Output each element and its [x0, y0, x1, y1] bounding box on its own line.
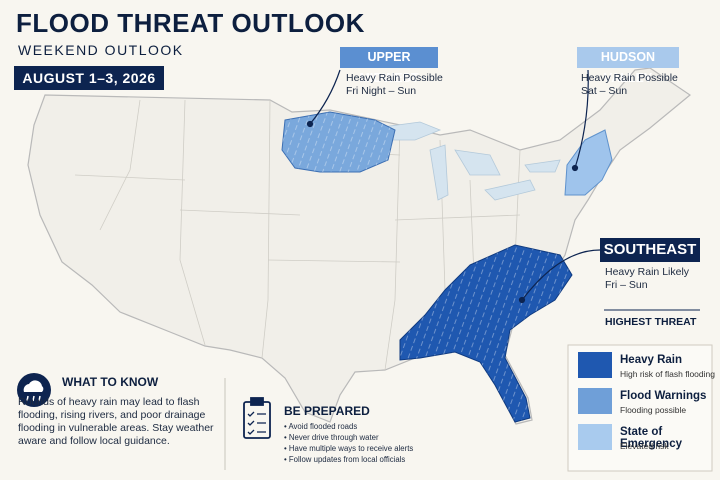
- subtitle: WEEKEND OUTLOOK: [18, 42, 184, 58]
- item-text: Never drive through water: [288, 433, 379, 442]
- item-text: Avoid flooded roads: [288, 422, 358, 431]
- list-item: • Have multiple ways to receive alerts: [284, 444, 414, 453]
- clipboard-icon: [243, 397, 271, 439]
- section-title: WHAT TO KNOW: [62, 375, 159, 389]
- region-line: Heavy Rain Possible: [346, 72, 443, 84]
- section-body: Rounds of heavy rain may lead to flash f…: [18, 396, 214, 447]
- hudson-valley-area: [564, 129, 613, 196]
- cloud-icon: [23, 380, 44, 392]
- region-line: Heavy Rain Possible: [581, 72, 678, 84]
- legend-desc: Elevated risk: [620, 441, 669, 451]
- section-title: BE PREPARED: [284, 404, 370, 418]
- legend-label: State of Emergency: [620, 426, 683, 450]
- region-tag: SOUTHEAST: [600, 238, 700, 262]
- item-text: Follow updates from local officials: [288, 455, 406, 464]
- title: FLOOD THREAT OUTLOOK: [16, 8, 365, 38]
- region-line: Sat – Sun: [581, 85, 628, 97]
- rain-texture: [400, 245, 572, 422]
- list-item: • Never drive through water: [284, 433, 379, 442]
- legend-swatch: [578, 424, 612, 450]
- item-text: Have multiple ways to receive alerts: [288, 444, 414, 453]
- legend-label: Heavy Rain: [620, 354, 683, 366]
- drops-icon: [26, 395, 41, 402]
- legend-desc: High risk of flash flooding: [620, 369, 715, 379]
- region-line: Fri – Sun: [605, 279, 648, 291]
- list-item: • Follow updates from local officials: [284, 455, 406, 464]
- region-note: HIGHEST THREAT: [605, 316, 697, 328]
- legend-desc: Flooding possible: [620, 405, 687, 415]
- leader-lines: [306, 69, 601, 304]
- list-item: • Avoid flooded roads: [284, 422, 358, 431]
- region-tag: UPPER MIDWEST: [340, 47, 438, 85]
- legend-label: Flood Warnings: [620, 390, 707, 402]
- state-lines: [74, 99, 561, 371]
- legend-swatch: [578, 352, 612, 378]
- dates: AUGUST 1–3, 2026: [14, 66, 164, 90]
- us-outline: [27, 67, 692, 425]
- region-line: Fri Night – Sun: [346, 85, 417, 97]
- legend-swatch: [578, 388, 612, 414]
- region-tag: HUDSON VALLEY: [577, 47, 679, 85]
- region-line: Heavy Rain Likely: [605, 266, 690, 278]
